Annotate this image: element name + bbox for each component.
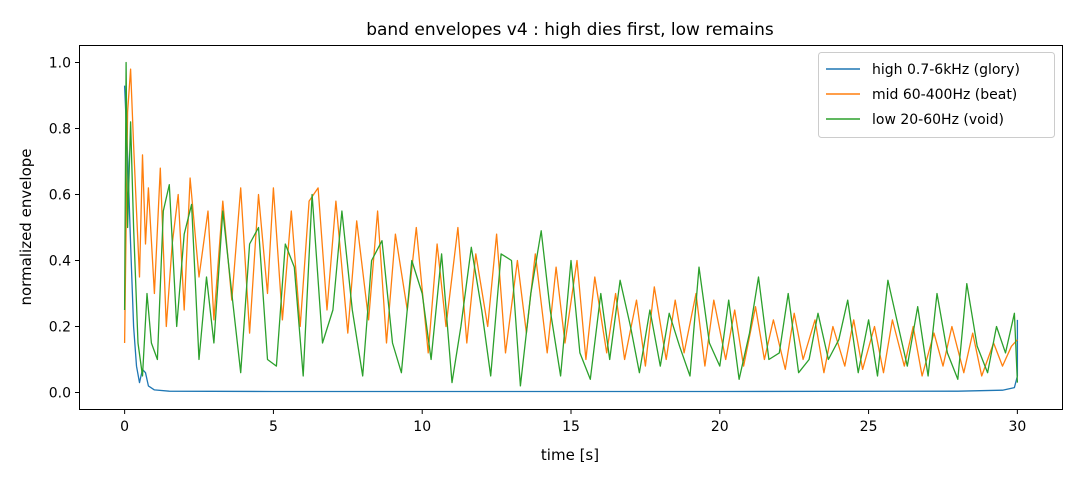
y-tick-label: 0.2: [49, 320, 71, 336]
y-tick-label: 1.0: [49, 56, 71, 72]
x-tick-label: 10: [413, 419, 431, 435]
series-line-1: [123, 68, 1018, 377]
y-axis-label: normalized envelope: [17, 148, 35, 305]
x-tick-label: 15: [562, 419, 580, 435]
y-axis: 0.0 0.2 0.4 0.6 0.8 1.0: [49, 56, 80, 402]
x-tick-label: 5: [269, 419, 278, 435]
legend-label-2: low 20-60Hz (void): [872, 112, 1004, 128]
legend-box: [818, 52, 1055, 138]
x-tick-label: 0: [120, 419, 129, 435]
y-tick-label: 0.8: [49, 122, 71, 138]
x-tick-label: 25: [860, 419, 878, 435]
y-tick-label: 0.0: [49, 386, 71, 402]
legend: high 0.7-6kHz (glory) mid 60-400Hz (beat)…: [818, 52, 1055, 138]
legend-label-0: high 0.7-6kHz (glory): [872, 62, 1020, 78]
x-axis: 0 5 10 15 20 25 30: [120, 409, 1026, 435]
x-tick-label: 30: [1008, 419, 1026, 435]
chart-title: band envelopes v4 : high dies first, low…: [366, 20, 774, 40]
y-tick-label: 0.4: [49, 254, 71, 270]
series-line-2: [123, 61, 1019, 387]
series-line-0: [123, 85, 1019, 393]
series-layer: [123, 61, 1019, 393]
x-axis-label: time [s]: [541, 446, 599, 464]
legend-label-1: mid 60-400Hz (beat): [872, 87, 1017, 103]
x-tick-label: 20: [711, 419, 729, 435]
y-tick-label: 0.6: [49, 188, 71, 204]
